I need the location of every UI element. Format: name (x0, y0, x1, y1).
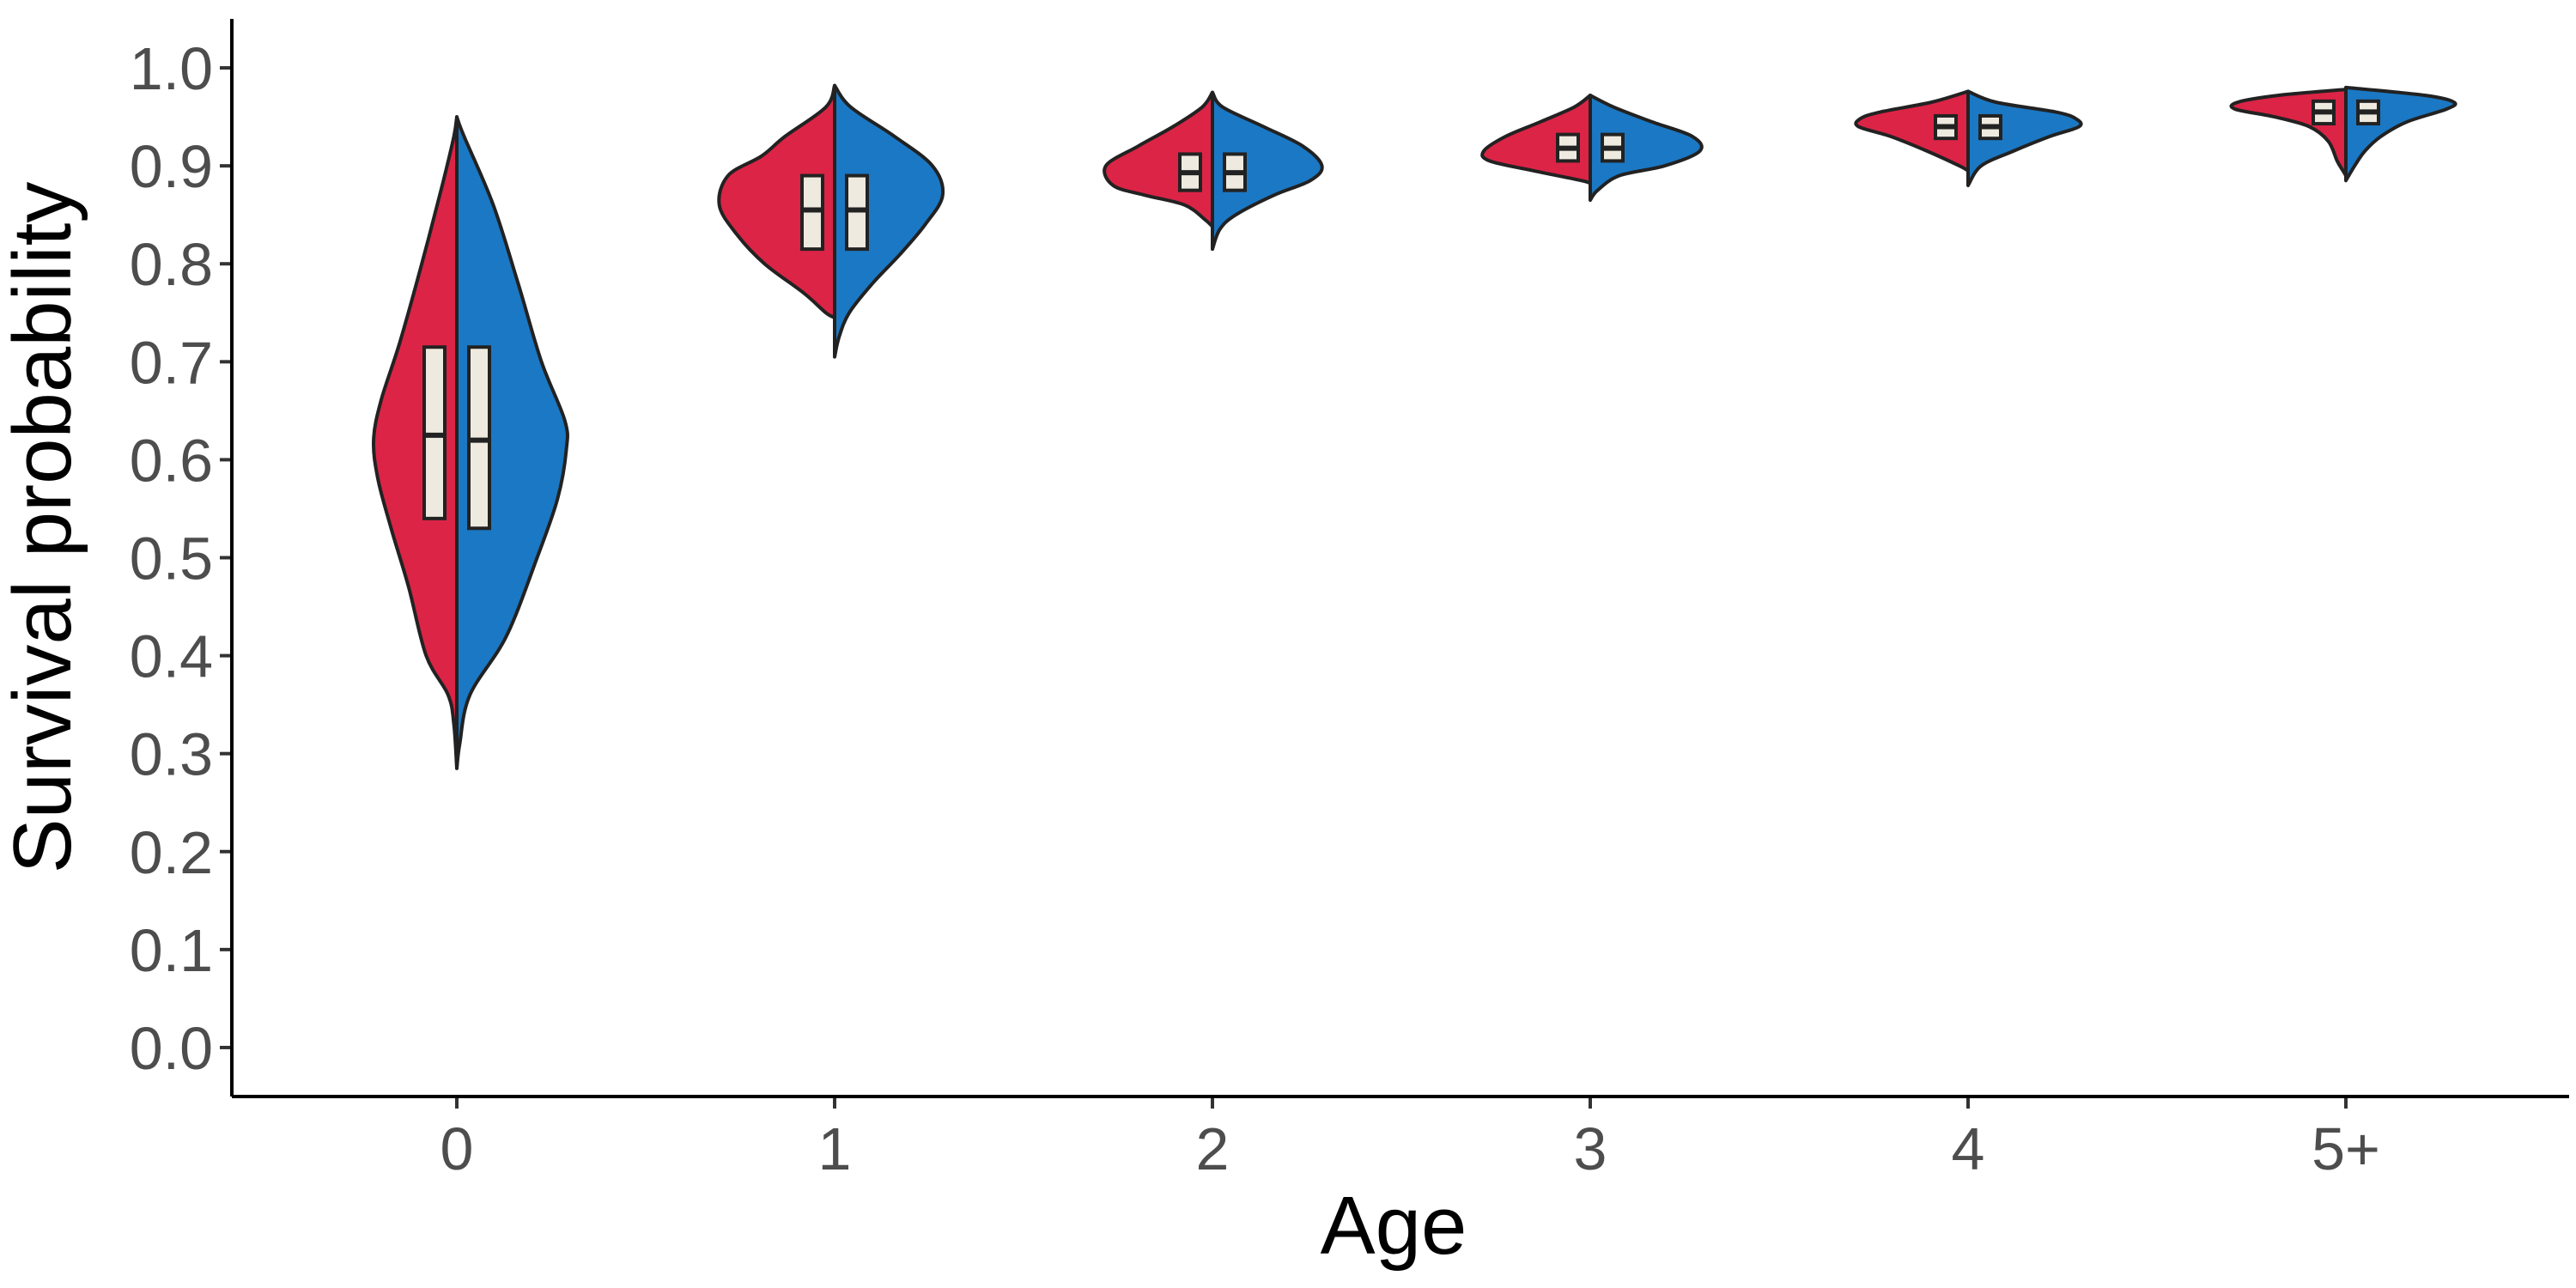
y-tick-label: 1.0 (130, 35, 213, 102)
y-axis-title: Survival probability (0, 182, 88, 874)
x-tick-label: 5+ (2312, 1115, 2380, 1182)
x-tick-label: 3 (1574, 1115, 1607, 1182)
y-tick-label: 0.5 (130, 526, 213, 592)
violin-age-0 (372, 115, 569, 770)
y-tick-label: 0.8 (130, 231, 213, 298)
x-tick-label: 4 (1952, 1115, 1985, 1182)
x-tick-label: 1 (818, 1115, 852, 1182)
y-tick-label: 0.4 (130, 623, 213, 690)
violin-left-half (372, 115, 459, 770)
violin-right-half (1589, 93, 1704, 203)
violin-left-half (717, 83, 836, 319)
violin-age-5plus (2229, 85, 2458, 183)
violin-age-4 (1854, 89, 2083, 187)
y-tick-label: 0.9 (130, 133, 213, 200)
violin-right-half (833, 83, 945, 359)
plot-area (372, 83, 2458, 770)
y-tick-label: 0.2 (130, 819, 213, 886)
y-tick-label: 0.6 (130, 427, 213, 494)
violin-age-2 (1103, 90, 1324, 252)
violin-right-half (1211, 90, 1324, 252)
violin-age-3 (1480, 93, 1704, 203)
y-tick-label: 0.3 (130, 721, 213, 788)
y-tick-label: 0.7 (130, 329, 213, 396)
x-axis-title: Age (1321, 1180, 1467, 1272)
y-axis: 0.0 0.1 0.2 0.3 0.4 0.5 0.6 0.7 0.8 0.9 1.0 (130, 35, 232, 1082)
x-axis: 0 1 2 3 4 5+ (440, 1097, 2380, 1182)
x-tick-label: 2 (1196, 1115, 1230, 1182)
x-tick-label: 0 (440, 1115, 474, 1182)
y-tick-label: 0.1 (130, 917, 213, 984)
violin-right-half (455, 115, 569, 770)
y-tick-label: 0.0 (130, 1015, 213, 1082)
violin-left-half (1103, 90, 1214, 228)
violin-age-1 (717, 83, 945, 359)
violin-left-half (1854, 89, 1970, 173)
